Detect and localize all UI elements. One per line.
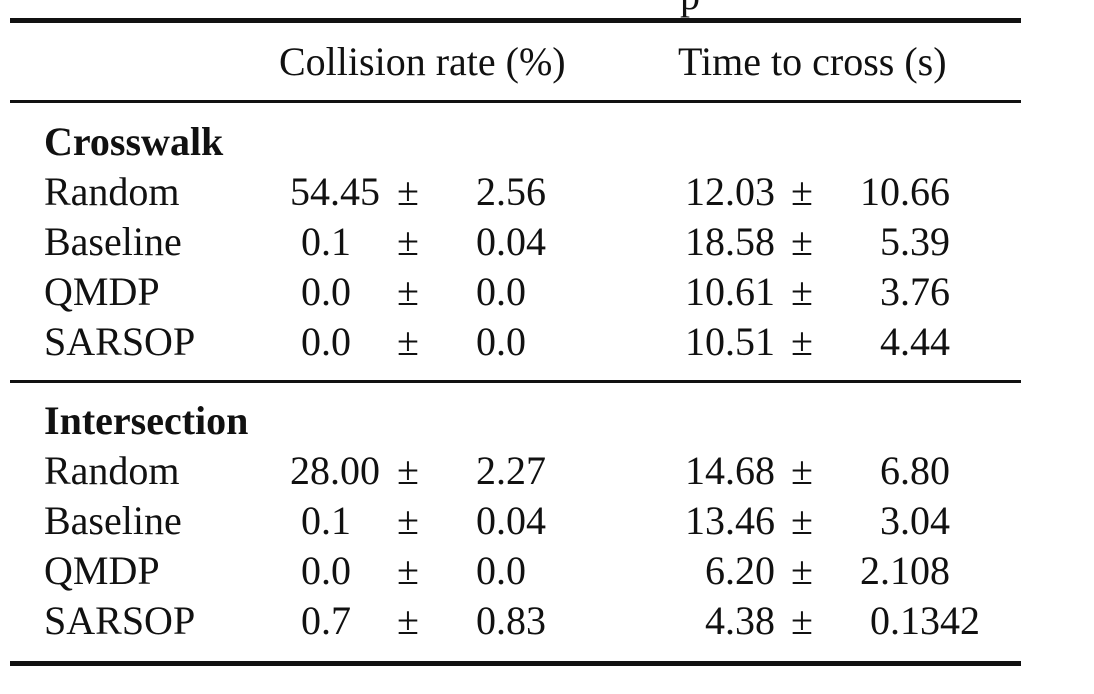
collision-std: 0.0 [476, 548, 526, 593]
time-std: 3.04 [880, 498, 950, 543]
bottom-rule [10, 661, 1021, 666]
collision-std: 0.04 [476, 219, 546, 264]
plus-minus: ± [397, 598, 419, 643]
time-std: 3.76 [880, 269, 950, 314]
row-method: Baseline [44, 219, 182, 264]
plus-minus: ± [397, 498, 419, 543]
plus-minus: ± [397, 269, 419, 314]
plus-minus: ± [397, 169, 419, 214]
plus-minus: ± [791, 548, 813, 593]
time-std: 6.80 [880, 448, 950, 493]
header-time-to-cross: Time to cross (s) [678, 39, 947, 84]
plus-minus: ± [791, 598, 813, 643]
time-mean: 6.20 [705, 548, 775, 593]
row-method: QMDP [44, 269, 160, 314]
plus-minus: ± [397, 319, 419, 364]
row-method: Random [44, 169, 180, 214]
time-mean: 14.68 [685, 448, 775, 493]
time-mean: 10.51 [685, 319, 775, 364]
group-heading: Intersection [44, 398, 249, 443]
plus-minus: ± [791, 498, 813, 543]
collision-mean: 0.0 [301, 319, 351, 364]
row-method: Baseline [44, 498, 182, 543]
header-collision-rate: Collision rate (%) [279, 39, 566, 84]
header-rule [10, 100, 1021, 103]
table-caption-fragment: p [680, 0, 700, 16]
row-method: SARSOP [44, 319, 196, 364]
time-std: 5.39 [880, 219, 950, 264]
plus-minus: ± [397, 448, 419, 493]
group-separator-rule [10, 380, 1021, 383]
collision-std: 0.83 [476, 598, 546, 643]
collision-std: 0.0 [476, 319, 526, 364]
row-method: SARSOP [44, 598, 196, 643]
collision-std: 2.56 [476, 169, 546, 214]
row-method: Random [44, 448, 180, 493]
collision-mean: 0.7 [301, 598, 351, 643]
time-mean: 10.61 [685, 269, 775, 314]
time-mean: 18.58 [685, 219, 775, 264]
top-rule [10, 18, 1021, 23]
time-mean: 12.03 [685, 169, 775, 214]
plus-minus: ± [791, 219, 813, 264]
collision-mean: 54.45 [290, 169, 380, 214]
collision-mean: 0.1 [301, 219, 351, 264]
time-std: 2.108 [860, 548, 950, 593]
plus-minus: ± [397, 548, 419, 593]
collision-std: 2.27 [476, 448, 546, 493]
time-mean: 4.38 [705, 598, 775, 643]
time-std: 10.66 [860, 169, 950, 214]
plus-minus: ± [791, 269, 813, 314]
row-method: QMDP [44, 548, 160, 593]
plus-minus: ± [791, 448, 813, 493]
time-mean: 13.46 [685, 498, 775, 543]
collision-mean: 0.1 [301, 498, 351, 543]
collision-std: 0.04 [476, 498, 546, 543]
plus-minus: ± [397, 219, 419, 264]
collision-mean: 0.0 [301, 269, 351, 314]
time-std: 0.1342 [870, 598, 980, 643]
collision-mean: 0.0 [301, 548, 351, 593]
plus-minus: ± [791, 169, 813, 214]
collision-std: 0.0 [476, 269, 526, 314]
plus-minus: ± [791, 319, 813, 364]
time-std: 4.44 [880, 319, 950, 364]
group-heading: Crosswalk [44, 119, 224, 164]
collision-mean: 28.00 [290, 448, 380, 493]
